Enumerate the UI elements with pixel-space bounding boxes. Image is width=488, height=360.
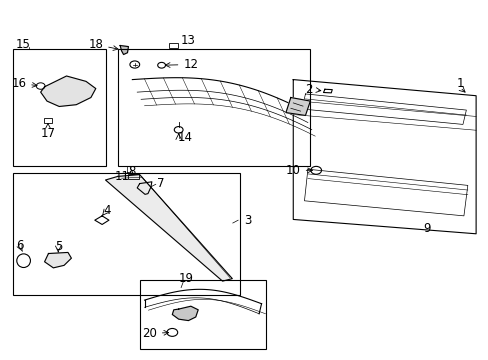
- Text: 3: 3: [244, 214, 251, 227]
- Bar: [13, 173, 239, 295]
- Polygon shape: [293, 80, 475, 234]
- Text: 15: 15: [15, 38, 30, 51]
- Polygon shape: [44, 252, 71, 268]
- Text: 20: 20: [142, 327, 168, 340]
- Text: 18: 18: [88, 38, 118, 51]
- Text: 8: 8: [128, 165, 136, 177]
- Text: 13: 13: [181, 33, 196, 47]
- Text: 1: 1: [455, 77, 463, 90]
- Text: 9: 9: [423, 222, 430, 235]
- Polygon shape: [105, 175, 232, 281]
- Bar: [118, 49, 310, 166]
- Bar: [140, 280, 266, 348]
- Bar: [13, 49, 105, 166]
- Text: 16: 16: [11, 77, 37, 90]
- Text: 14: 14: [177, 131, 192, 144]
- Bar: [128, 174, 139, 179]
- Polygon shape: [120, 45, 128, 54]
- Text: 7: 7: [157, 177, 164, 190]
- Bar: [168, 43, 177, 48]
- Text: 11: 11: [115, 170, 130, 183]
- Text: 2: 2: [305, 83, 320, 96]
- Text: 4: 4: [103, 204, 110, 217]
- Polygon shape: [41, 76, 96, 107]
- Bar: [43, 118, 52, 123]
- Text: 6: 6: [17, 239, 24, 252]
- Text: 5: 5: [56, 240, 63, 253]
- Text: 12: 12: [165, 58, 198, 71]
- Polygon shape: [285, 98, 310, 116]
- Polygon shape: [172, 306, 198, 320]
- Text: 10: 10: [285, 164, 312, 177]
- Text: 17: 17: [41, 123, 55, 140]
- Text: 19: 19: [178, 272, 193, 285]
